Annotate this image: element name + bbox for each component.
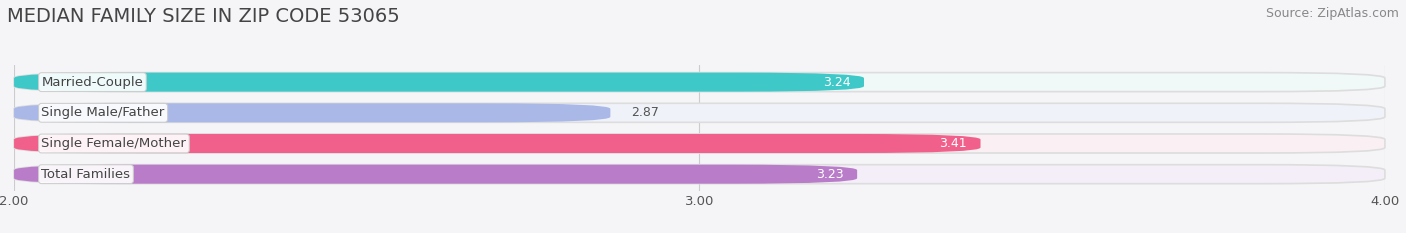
Text: Source: ZipAtlas.com: Source: ZipAtlas.com: [1265, 7, 1399, 20]
FancyBboxPatch shape: [14, 134, 980, 153]
Text: MEDIAN FAMILY SIZE IN ZIP CODE 53065: MEDIAN FAMILY SIZE IN ZIP CODE 53065: [7, 7, 399, 26]
FancyBboxPatch shape: [14, 165, 858, 184]
FancyBboxPatch shape: [14, 134, 1385, 153]
Text: Married-Couple: Married-Couple: [41, 76, 143, 89]
FancyBboxPatch shape: [14, 73, 1385, 92]
Text: 3.24: 3.24: [823, 76, 851, 89]
Text: Single Female/Mother: Single Female/Mother: [41, 137, 187, 150]
Text: Single Male/Father: Single Male/Father: [41, 106, 165, 119]
FancyBboxPatch shape: [14, 103, 1385, 122]
Text: 2.87: 2.87: [631, 106, 659, 119]
Text: 3.23: 3.23: [815, 168, 844, 181]
FancyBboxPatch shape: [14, 103, 610, 122]
FancyBboxPatch shape: [14, 73, 865, 92]
Text: Total Families: Total Families: [41, 168, 131, 181]
Text: 3.41: 3.41: [939, 137, 967, 150]
FancyBboxPatch shape: [14, 165, 1385, 184]
